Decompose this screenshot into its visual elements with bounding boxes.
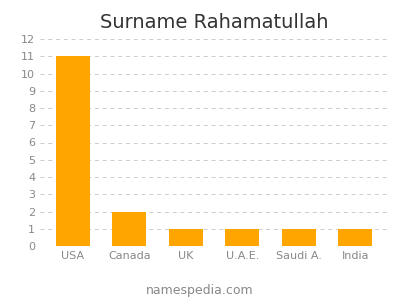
Bar [112, 212, 146, 246]
Bar [169, 229, 203, 246]
Bar [56, 56, 90, 246]
Bar [282, 229, 316, 246]
Text: namespedia.com: namespedia.com [146, 284, 254, 297]
Title: Surname Rahamatullah: Surname Rahamatullah [100, 13, 328, 32]
Bar [225, 229, 259, 246]
Bar [338, 229, 372, 246]
